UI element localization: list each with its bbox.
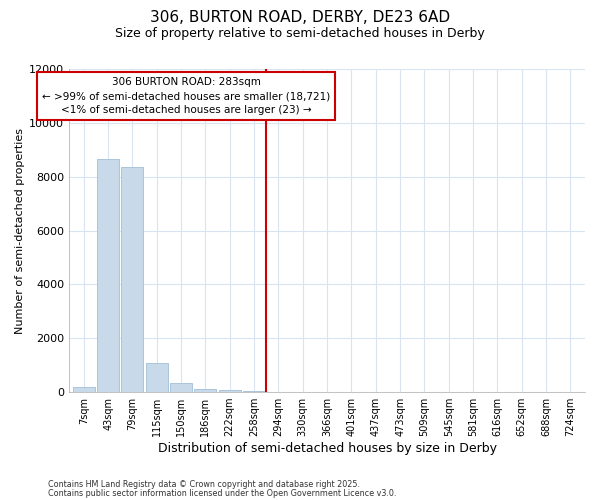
Text: 306 BURTON ROAD: 283sqm
← >99% of semi-detached houses are smaller (18,721)
<1% : 306 BURTON ROAD: 283sqm ← >99% of semi-d… — [42, 77, 330, 115]
Bar — [146, 363, 167, 392]
Bar — [121, 168, 143, 392]
Bar — [243, 390, 265, 392]
Y-axis label: Number of semi-detached properties: Number of semi-detached properties — [15, 128, 25, 334]
Bar — [170, 383, 192, 392]
Text: Contains HM Land Registry data © Crown copyright and database right 2025.: Contains HM Land Registry data © Crown c… — [48, 480, 360, 489]
Bar — [97, 159, 119, 392]
Text: 306, BURTON ROAD, DERBY, DE23 6AD: 306, BURTON ROAD, DERBY, DE23 6AD — [150, 10, 450, 25]
Bar — [219, 390, 241, 392]
Bar — [73, 386, 95, 392]
X-axis label: Distribution of semi-detached houses by size in Derby: Distribution of semi-detached houses by … — [158, 442, 497, 455]
Text: Size of property relative to semi-detached houses in Derby: Size of property relative to semi-detach… — [115, 28, 485, 40]
Bar — [194, 389, 217, 392]
Text: Contains public sector information licensed under the Open Government Licence v3: Contains public sector information licen… — [48, 489, 397, 498]
